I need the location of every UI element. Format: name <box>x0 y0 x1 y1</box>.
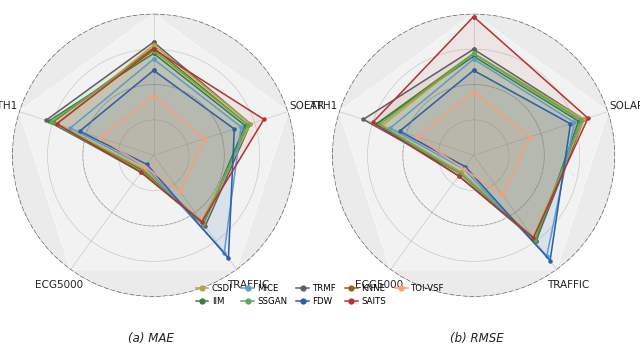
Polygon shape <box>49 53 245 224</box>
Polygon shape <box>399 70 570 260</box>
Polygon shape <box>372 17 588 238</box>
Polygon shape <box>377 56 579 241</box>
Polygon shape <box>339 14 608 270</box>
Polygon shape <box>380 53 581 240</box>
Text: (a) MAE: (a) MAE <box>127 332 173 345</box>
Polygon shape <box>19 14 288 270</box>
Polygon shape <box>417 91 530 195</box>
Polygon shape <box>57 45 250 221</box>
Polygon shape <box>46 42 250 226</box>
Polygon shape <box>79 70 234 258</box>
Polygon shape <box>382 53 584 238</box>
Polygon shape <box>57 49 264 221</box>
Polygon shape <box>100 96 205 192</box>
Text: (b) RMSE: (b) RMSE <box>450 332 504 345</box>
Polygon shape <box>377 53 581 240</box>
Polygon shape <box>390 59 575 256</box>
Polygon shape <box>51 51 248 224</box>
Polygon shape <box>52 48 248 224</box>
Polygon shape <box>364 49 584 241</box>
Legend: CSDI, IIM, MICE, SSGAN, TRMF, FDW, KNNE, SAITS, TOI-VSF: CSDI, IIM, MICE, SSGAN, TRMF, FDW, KNNE,… <box>192 280 448 310</box>
Polygon shape <box>70 59 241 253</box>
